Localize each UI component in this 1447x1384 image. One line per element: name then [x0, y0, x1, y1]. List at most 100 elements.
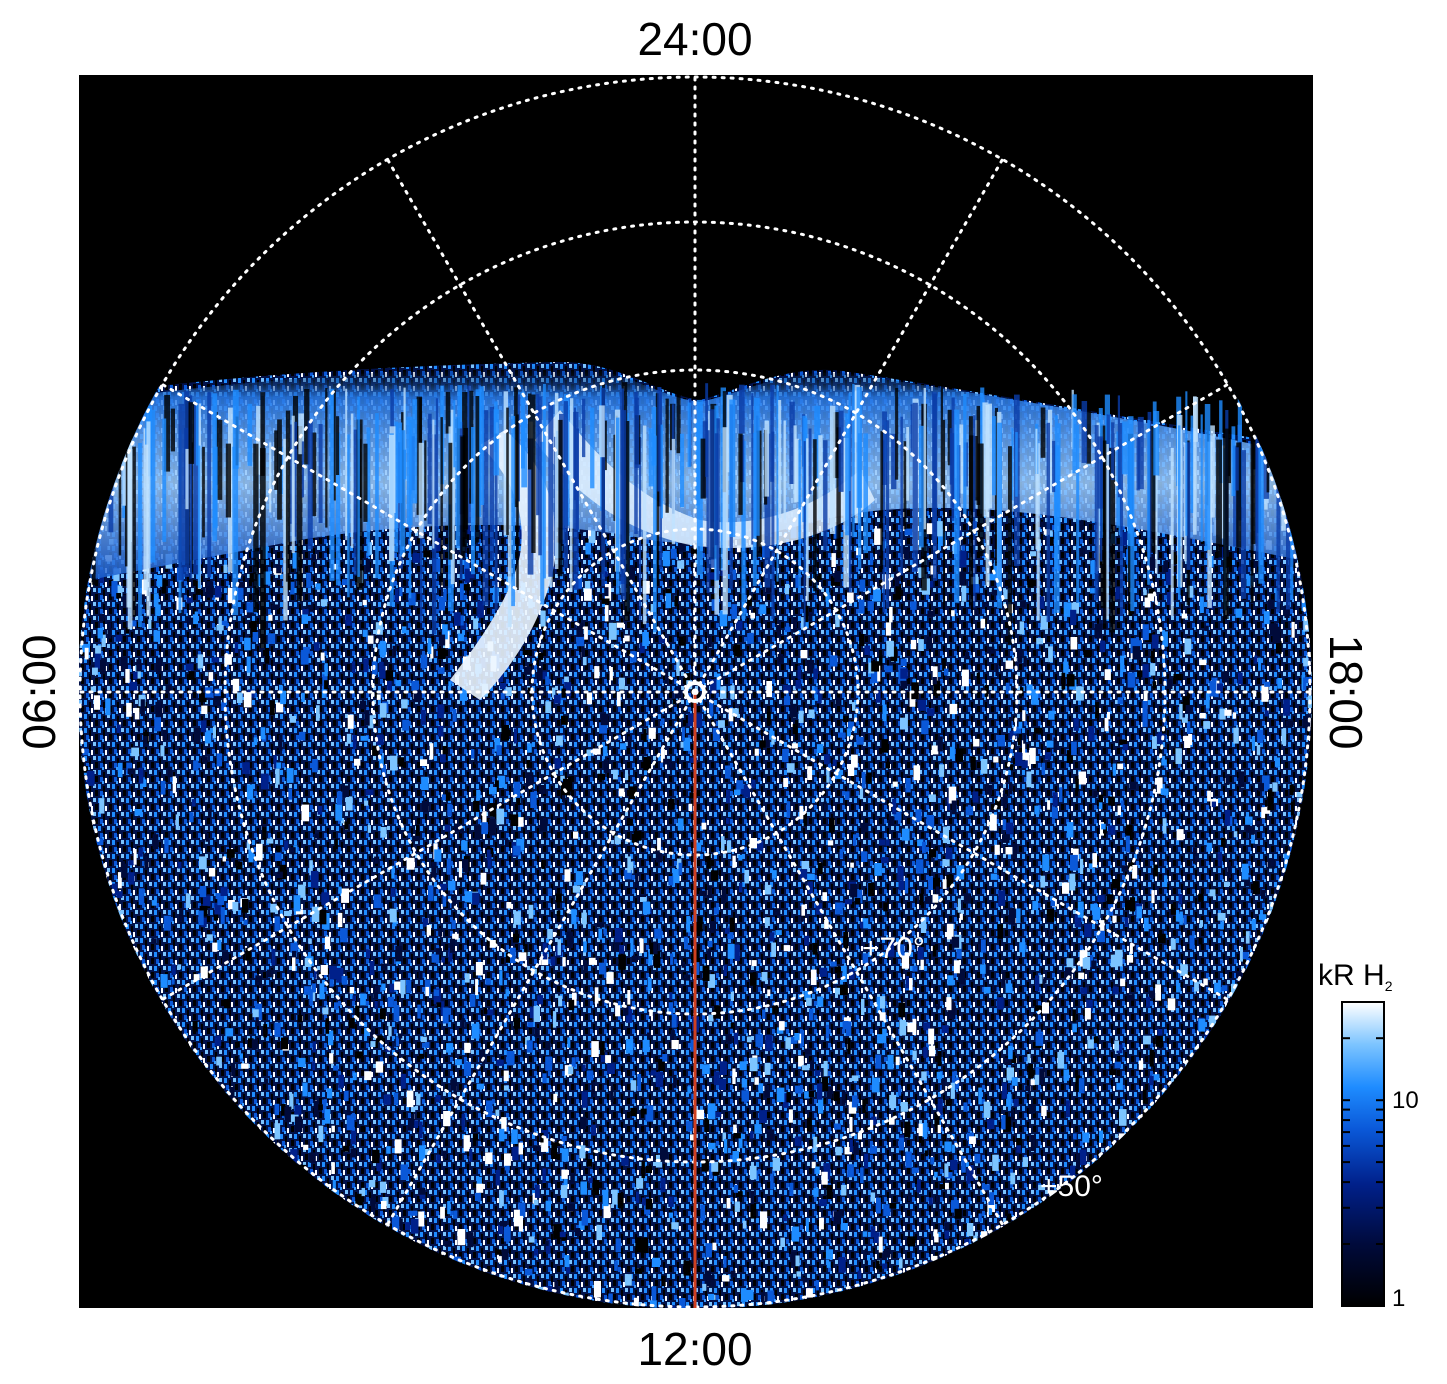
- emission-pixel: [791, 1226, 800, 1242]
- emission-pixel: [336, 967, 344, 983]
- emission-pixel: [301, 614, 308, 624]
- band-streak: [1276, 416, 1281, 612]
- emission-pixel: [1010, 1172, 1016, 1185]
- emission-pixel: [751, 960, 757, 967]
- emission-pixel: [1138, 1060, 1144, 1070]
- emission-pixel: [430, 646, 434, 659]
- emission-pixel: [557, 939, 561, 956]
- emission-pixel: [888, 941, 895, 957]
- emission-pixel: [564, 682, 572, 697]
- emission-pixel: [695, 842, 702, 852]
- emission-pixel: [764, 1062, 771, 1075]
- emission-pixel: [683, 974, 691, 981]
- emission-pixel: [1209, 889, 1216, 897]
- emission-pixel: [784, 626, 791, 632]
- emission-pixel: [597, 773, 605, 780]
- emission-pixel: [216, 753, 223, 767]
- emission-pixel: [359, 700, 367, 710]
- emission-pixel: [338, 886, 342, 894]
- emission-pixel: [266, 838, 274, 844]
- emission-pixel: [936, 1071, 942, 1080]
- emission-pixel: [1036, 596, 1045, 609]
- emission-pixel: [513, 1017, 521, 1029]
- emission-pixel: [1049, 530, 1053, 537]
- emission-pixel: [303, 986, 311, 995]
- emission-pixel: [160, 780, 166, 795]
- emission-pixel: [759, 1110, 767, 1123]
- emission-pixel: [769, 932, 775, 942]
- emission-pixel: [864, 645, 870, 656]
- emission-pixel: [806, 997, 812, 1006]
- emission-pixel: [242, 762, 250, 775]
- emission-pixel: [814, 1070, 821, 1076]
- emission-pixel: [859, 788, 864, 800]
- emission-pixel: [476, 1176, 482, 1188]
- emission-pixel: [722, 1132, 726, 1142]
- emission-pixel: [658, 1059, 665, 1072]
- emission-pixel: [851, 754, 858, 768]
- emission-pixel: [1143, 1035, 1151, 1045]
- emission-pixel: [600, 1052, 608, 1063]
- emission-pixel: [782, 1093, 789, 1108]
- emission-pixel: [1048, 646, 1053, 663]
- emission-pixel: [995, 663, 999, 676]
- emission-pixel: [899, 1258, 903, 1269]
- emission-pixel: [734, 789, 741, 796]
- emission-pixel: [1097, 895, 1105, 903]
- emission-pixel: [507, 1306, 512, 1308]
- emission-pixel: [1120, 978, 1126, 987]
- emission-pixel: [262, 827, 267, 840]
- emission-pixel: [250, 620, 257, 637]
- emission-pixel: [1090, 903, 1098, 911]
- emission-pixel: [985, 784, 992, 795]
- emission-pixel: [1020, 601, 1026, 608]
- band-streak: [232, 389, 239, 469]
- emission-pixel: [601, 598, 610, 604]
- emission-pixel: [754, 1077, 759, 1085]
- emission-pixel: [1194, 981, 1199, 992]
- emission-pixel: [113, 568, 120, 582]
- emission-pixel: [431, 861, 437, 878]
- band-streak: [329, 388, 335, 581]
- emission-pixel: [645, 1105, 654, 1122]
- emission-pixel: [776, 1027, 784, 1034]
- emission-pixel: [889, 606, 893, 623]
- emission-pixel: [392, 645, 397, 658]
- emission-pixel: [813, 1136, 818, 1152]
- band-streak: [814, 405, 821, 487]
- band-streak: [754, 397, 760, 536]
- emission-pixel: [747, 632, 754, 644]
- band-streak: [563, 401, 568, 569]
- emission-pixel: [973, 584, 980, 593]
- band-streak: [886, 420, 890, 609]
- emission-pixel: [389, 908, 397, 923]
- emission-pixel: [313, 642, 320, 651]
- emission-pixel: [615, 1238, 621, 1253]
- band-streak: [195, 399, 199, 466]
- emission-pixel: [913, 678, 917, 685]
- emission-pixel: [817, 996, 824, 1007]
- emission-pixel: [614, 1260, 618, 1271]
- emission-pixel: [199, 885, 207, 897]
- emission-pixel: [944, 1163, 949, 1178]
- emission-pixel: [919, 893, 924, 905]
- band-streak: [776, 384, 779, 582]
- emission-pixel: [759, 604, 767, 615]
- emission-pixel: [849, 1117, 853, 1132]
- emission-pixel: [1071, 602, 1079, 614]
- emission-pixel: [591, 1124, 597, 1136]
- emission-pixel: [714, 907, 719, 915]
- emission-pixel: [972, 791, 979, 803]
- band-streak: [336, 416, 340, 475]
- emission-pixel: [345, 614, 352, 626]
- emission-pixel: [219, 620, 228, 627]
- emission-pixel: [376, 633, 383, 641]
- emission-pixel: [533, 1145, 541, 1151]
- colorbar-tick-label-1: 1: [1392, 1285, 1405, 1312]
- emission-pixel: [464, 560, 470, 577]
- emission-pixel: [327, 1030, 334, 1046]
- emission-pixel: [1217, 912, 1226, 921]
- emission-pixel: [373, 894, 382, 908]
- emission-pixel: [127, 768, 136, 775]
- emission-pixel: [750, 1203, 757, 1219]
